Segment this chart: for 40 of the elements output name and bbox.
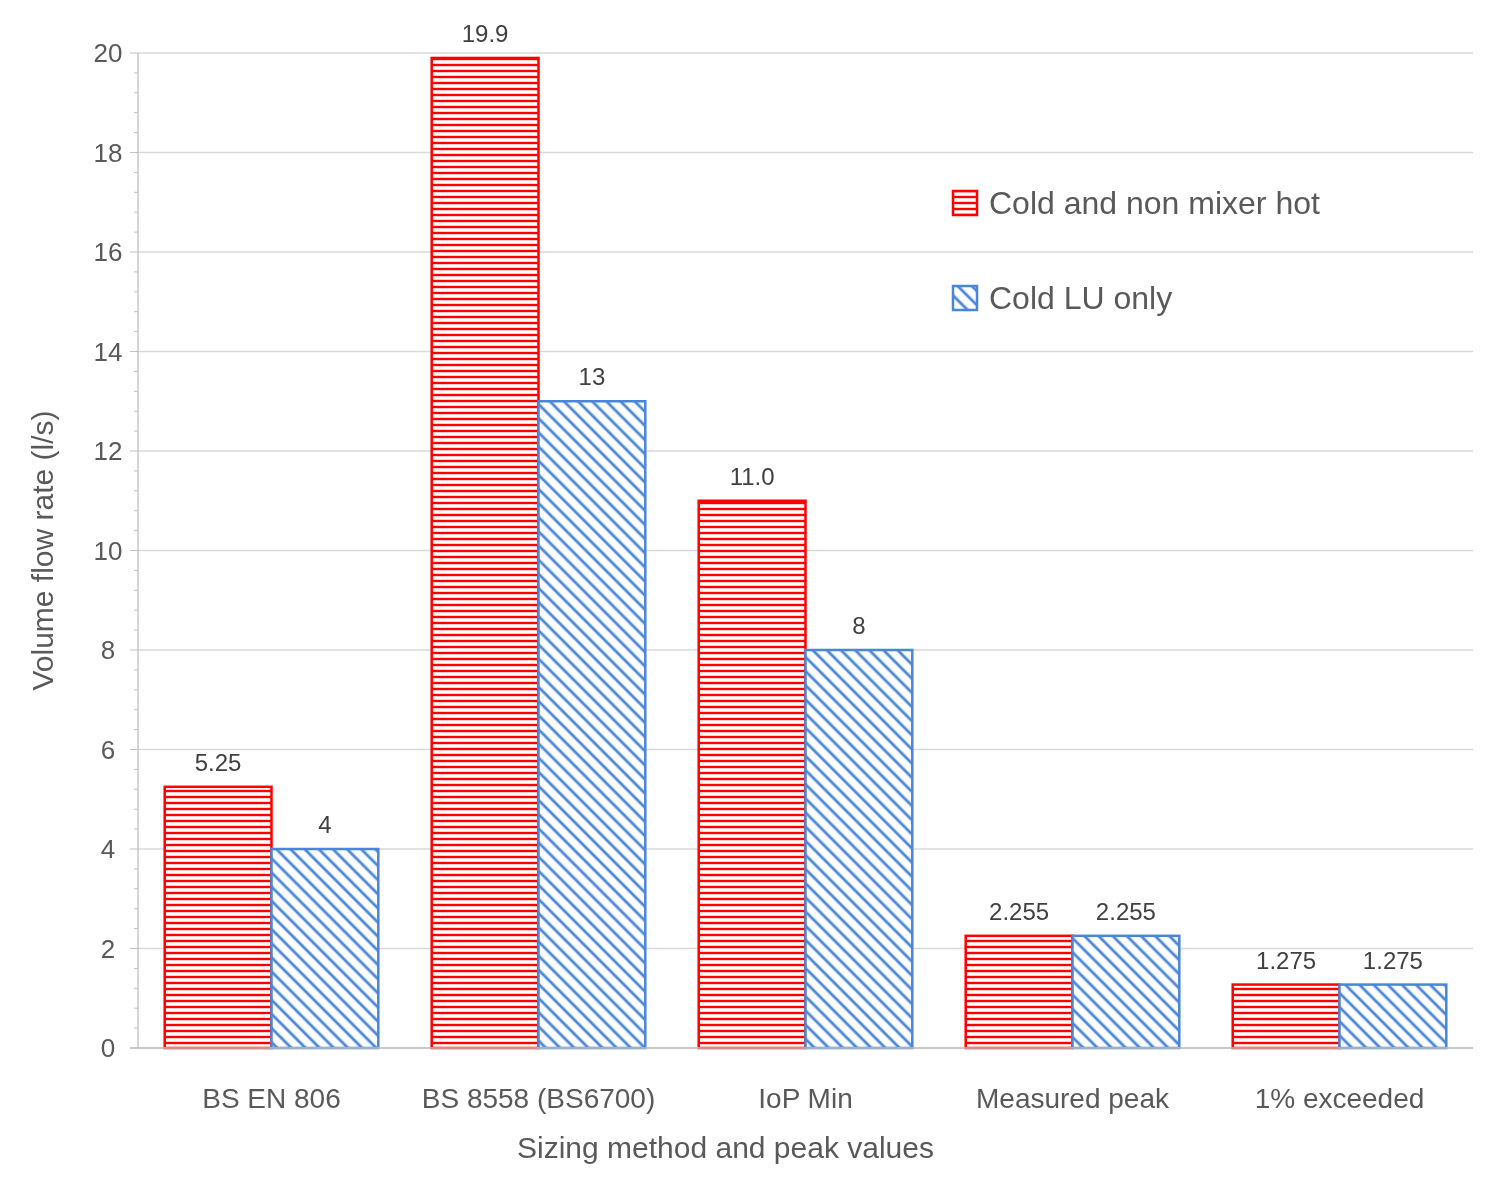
y-tick-label: 12 xyxy=(93,436,123,467)
legend-label: Cold LU only xyxy=(989,280,1173,317)
x-tick-label: IoP Min xyxy=(758,1083,853,1114)
y-tick-label: 14 xyxy=(93,336,123,367)
data-label: 1.275 xyxy=(1362,946,1423,974)
data-label: 1.275 xyxy=(1256,946,1317,974)
x-axis-title: Sizing method and peak values xyxy=(517,1131,934,1164)
y-tick-label: 2 xyxy=(100,933,116,964)
y-tick-label: 18 xyxy=(93,137,123,168)
y-tick-label: 6 xyxy=(100,734,116,765)
x-tick-label: 1% exceeded xyxy=(1254,1083,1425,1114)
x-tick-label: BS 8558 (BS6700) xyxy=(421,1083,656,1114)
data-label: 4 xyxy=(318,811,332,838)
y-tick-label: 0 xyxy=(100,1033,116,1064)
bar xyxy=(270,847,380,1050)
data-label: 8 xyxy=(852,612,866,639)
bar xyxy=(804,648,914,1050)
data-label: 13 xyxy=(578,363,606,391)
y-tick-label: 16 xyxy=(93,237,123,268)
x-tick-label: Measured peak xyxy=(975,1083,1170,1114)
y-tick-label: 20 xyxy=(93,38,123,69)
bar xyxy=(537,400,647,1050)
bar xyxy=(163,785,273,1050)
data-label: 11.0 xyxy=(729,462,775,490)
bar xyxy=(964,934,1074,1050)
y-tick-label: 8 xyxy=(100,635,116,666)
data-label: 19.9 xyxy=(461,19,509,47)
bar xyxy=(697,499,807,1050)
data-label: 2.255 xyxy=(1095,897,1156,925)
y-tick-label: 10 xyxy=(93,535,123,566)
data-label: 2.255 xyxy=(989,897,1050,925)
data-label: 5.25 xyxy=(194,748,242,776)
x-tick-label: BS EN 806 xyxy=(202,1083,341,1114)
y-tick-label: 4 xyxy=(100,834,116,865)
y-axis-title: Volume flow rate (l/s) xyxy=(26,410,59,691)
bar xyxy=(1338,983,1448,1050)
bar xyxy=(1231,983,1341,1050)
legend-label: Cold and non mixer hot xyxy=(989,185,1320,222)
bar xyxy=(1071,934,1181,1050)
bar xyxy=(430,56,540,1050)
